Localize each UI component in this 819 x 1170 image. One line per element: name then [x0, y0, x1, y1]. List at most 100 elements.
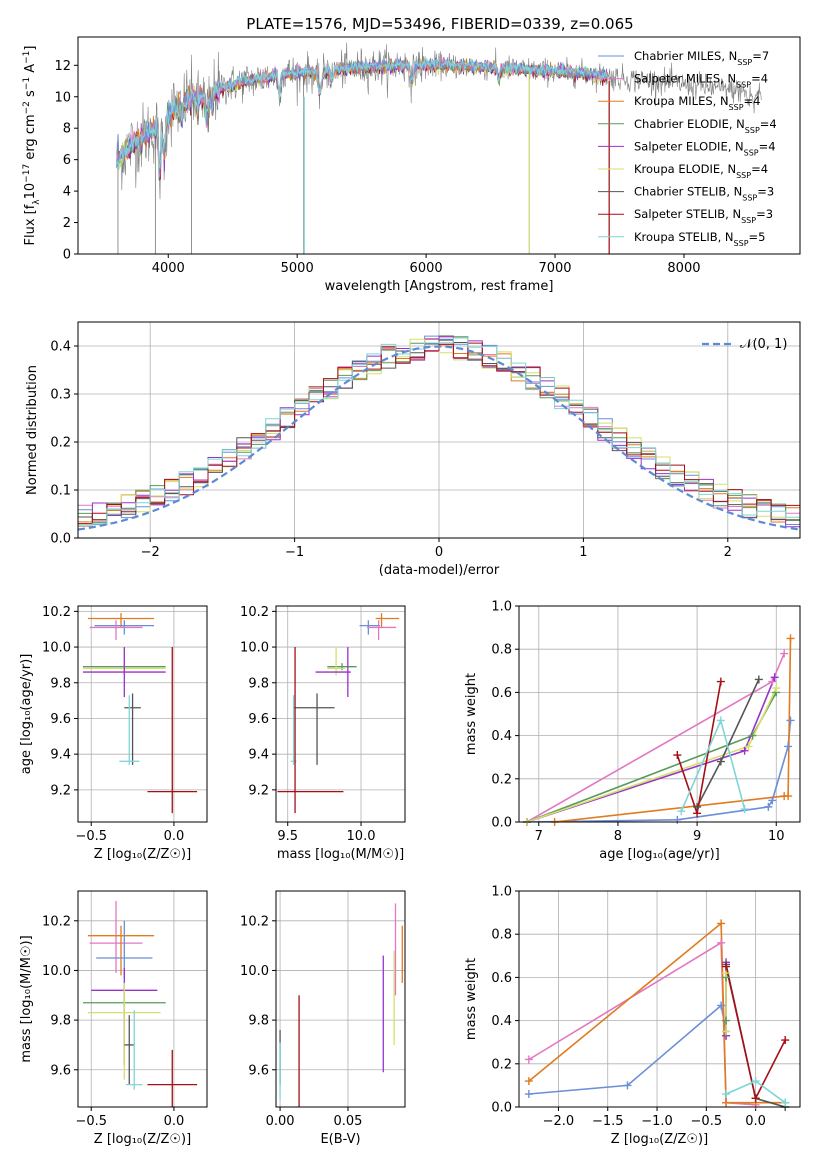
y-axis-label-part: A [23, 64, 38, 77]
y-tick-label: 9.4 [50, 748, 71, 763]
y-tick-label: 0.4 [491, 1014, 512, 1029]
legend-entry: Kroupa ELODIE, NSSP=4 [634, 162, 768, 180]
point-kroupa-stelib [740, 805, 749, 814]
y-axis-label-part: ] [23, 46, 38, 51]
observed-spectrum [116, 42, 762, 200]
point-chabrier-miles [764, 802, 773, 811]
legend-entry: Chabrier STELIB, NSSP=3 [634, 185, 774, 203]
point-kroupa-miles [722, 1098, 731, 1107]
mass-vs-metallicity-panel: −0.5 0.0 9.6 9.8 10.0 10.2 Z [log₁₀(Z/Z☉)] mass… [19, 890, 208, 1147]
point-salpeter-miles [717, 938, 726, 947]
y-tick-label: 0.8 [491, 928, 512, 943]
y-axis-label-part: erg cm [23, 114, 38, 163]
y-tick-label: 0.2 [491, 772, 512, 787]
y-tick-label: 9.6 [248, 712, 269, 727]
y-tick-label: 10.0 [42, 641, 71, 656]
x-axis-label: Z [log₁₀(Z/Z☉)] [611, 1132, 708, 1147]
spectrum-plot-area [116, 42, 762, 254]
point-kroupa-elodie [772, 684, 781, 693]
x-tick-label: −0.5 [75, 829, 107, 844]
age_vs_Z-plot-area [78, 606, 207, 822]
age-vs-metallicity-panel: −0.5 0.0 9.2 9.4 9.6 9.8 10.0 10.2 Z [log₁₀(Z/Z☉… [19, 605, 208, 862]
point-kroupa-stelib [716, 716, 725, 725]
point-chabrier-miles [524, 1090, 533, 1099]
histogram-salpeter-elodie [78, 336, 800, 528]
point-chabrier-stelib [716, 757, 725, 766]
point-salpeter-elodie [740, 746, 749, 755]
age-vs-mass-panel: 9.5 10.0 9.2 9.4 9.6 9.8 10.0 10.2 mass [log₁₀(M… [240, 605, 406, 862]
axes-frame [77, 321, 801, 539]
x-tick-label: 4000 [152, 261, 185, 276]
axes-frame [275, 890, 406, 1108]
y-axis-label-part: −2 [22, 101, 32, 114]
y-tick-label: 1.0 [491, 885, 512, 900]
model-spectrum-kroupa-stelib [116, 58, 607, 171]
y-tick-label: 10.0 [42, 964, 71, 979]
series-salpeter-stelib [676, 681, 722, 814]
y-axis-label: mass weight [464, 958, 479, 1040]
axes-frame [518, 890, 801, 1108]
y-tick-label: 6 [63, 153, 71, 168]
residuals-plot-area [78, 322, 800, 538]
y-axis-label: mass [log₁₀(M/M☉)] [19, 935, 34, 1062]
x-tick-label: −2.0 [543, 1114, 575, 1129]
y-tick-label: 4 [63, 185, 71, 200]
legend-entry: Salpeter ELODIE, NSSP=4 [634, 139, 776, 157]
x-tick-label: 8 [614, 829, 622, 844]
x-tick-label: 2 [724, 545, 732, 560]
mass_vs_Z-plot-area [78, 891, 207, 1107]
x-axis-label: E(B-V) [320, 1132, 360, 1147]
residuals-panel: −2 −1 0 1 2 0.0 0.1 0.2 0.3 0.4 (data-model)/error… [25, 321, 801, 578]
y-tick-label: 9.6 [248, 1063, 269, 1078]
y-axis-label: mass weight [464, 673, 479, 755]
x-axis-label: age [log₁₀(age/yr)] [599, 847, 720, 862]
x-tick-label: −1 [285, 545, 304, 560]
mass-weight-vs-metallicity-panel: −2.0 −1.5 −1.0 −0.5 0.0 0.0 0.2 0.4 0.6 0.8 1.0 Z [… [464, 885, 801, 1147]
y-tick-label: 0.3 [50, 388, 71, 403]
y-tick-label: 0 [63, 248, 71, 263]
y-axis-label-part: −1 [22, 77, 32, 90]
figure-title: PLATE=1576, MJD=53496, FIBERID=0339, z=0… [246, 15, 633, 33]
histogram-chabrier-stelib [78, 339, 800, 521]
point-salpeter-stelib [673, 751, 682, 760]
y-tick-label: 9.6 [50, 1063, 71, 1078]
y-tick-label: 1.0 [491, 600, 512, 615]
point-chabrier-miles [717, 1001, 726, 1010]
x-tick-label: 0 [435, 545, 443, 560]
point-chabrier-miles [768, 796, 777, 805]
mass_weight_vs_age-plot-area [519, 606, 800, 822]
x-tick-label: 1 [579, 545, 587, 560]
point-kroupa-stelib [781, 1098, 790, 1107]
x-tick-label: −1.0 [641, 1114, 673, 1129]
point-salpeter-elodie [770, 673, 779, 682]
point-kroupa-miles [524, 1077, 533, 1086]
y-tick-label: 0.0 [50, 532, 71, 547]
y-tick-label: 0.2 [491, 1057, 512, 1072]
y-axis-label-part: Flux [f [23, 204, 38, 245]
y-tick-label: 9.4 [248, 748, 269, 763]
y-tick-label: 9.6 [50, 712, 71, 727]
x-tick-label: 7000 [538, 261, 571, 276]
y-tick-label: 2 [63, 216, 71, 231]
point-salpeter-miles [524, 1055, 533, 1064]
y-tick-label: 9.2 [50, 783, 71, 798]
y-tick-label: 0.0 [491, 1101, 512, 1116]
point-chabrier-elodie [722, 1016, 731, 1025]
y-tick-label: 0.6 [491, 686, 512, 701]
y-tick-label: 0.4 [50, 340, 71, 355]
y-tick-label: 0.8 [491, 643, 512, 658]
y-tick-label: 10.2 [240, 605, 269, 620]
x-tick-label: −1.5 [592, 1114, 624, 1129]
x-tick-label: 0.00 [266, 1114, 295, 1129]
y-tick-label: 10 [54, 90, 71, 105]
mass_weight_vs_Z-plot-area [519, 891, 800, 1107]
x-tick-label: 9.5 [277, 829, 298, 844]
age_vs_mass-plot-area [276, 606, 405, 822]
y-axis-label: age [log₁₀(age/yr)] [19, 654, 34, 775]
legend-entry: Salpeter MILES, NSSP=4 [634, 72, 768, 90]
x-axis-label: (data-model)/error [379, 563, 500, 578]
axes-frame [77, 605, 208, 823]
axes-frame [275, 605, 406, 823]
x-tick-label: 8000 [667, 261, 700, 276]
mass-weight-vs-age-panel: 7 8 9 10 0.0 0.2 0.4 0.6 0.8 1.0 age [log₁₀(age/yr… [464, 600, 801, 862]
